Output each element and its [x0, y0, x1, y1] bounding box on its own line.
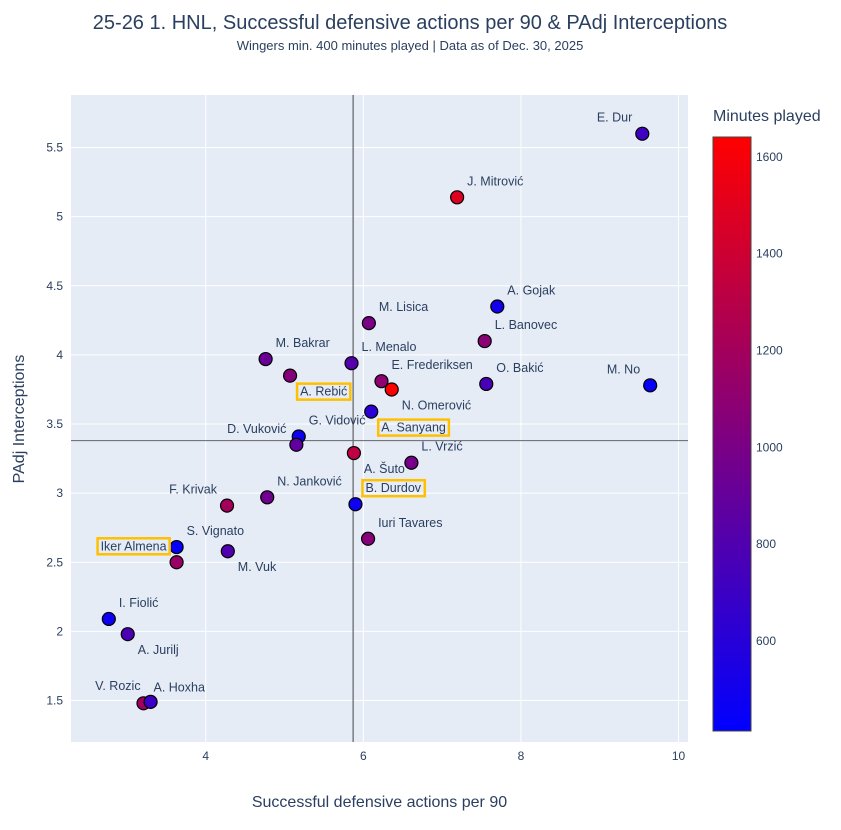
point-label: A. Gojak — [507, 284, 556, 298]
y-tick-label: 2.5 — [46, 555, 63, 569]
point-label: A. Šuto — [364, 461, 405, 476]
y-tick-label: 3.5 — [46, 417, 63, 431]
point-label: F. Krivak — [169, 483, 218, 497]
colorbar-tick-label: 1200 — [756, 343, 783, 357]
data-point — [490, 299, 505, 314]
data-point — [360, 531, 376, 546]
y-tick-label: 5 — [56, 210, 63, 224]
data-point — [169, 555, 184, 570]
point-label: A. Jurilj — [138, 643, 179, 657]
point-label: B. Durdov — [365, 481, 421, 495]
point-label: O. Bakić — [496, 361, 543, 375]
point-label: E. Frederiksen — [391, 358, 472, 372]
colorbar-title: Minutes played — [713, 108, 821, 125]
colorbar-tick-label: 1400 — [756, 247, 783, 261]
data-point — [101, 611, 116, 627]
y-tick-label: 3 — [56, 486, 63, 500]
point-label: I. Fiolić — [119, 596, 159, 610]
point-label: E. Dur — [597, 111, 632, 125]
data-point — [282, 368, 298, 383]
data-point — [450, 190, 465, 205]
point-label: L. Menalo — [362, 340, 417, 354]
colorbar-tick-label: 800 — [756, 537, 776, 551]
data-point — [220, 544, 235, 559]
point-label: D. Vuković — [227, 422, 286, 436]
x-axis-label: Successful defensive actions per 90 — [251, 794, 508, 811]
point-label: G. Vidović — [309, 413, 366, 427]
y-tick-label: 4 — [56, 348, 63, 362]
point-label: A. Rebić — [300, 385, 347, 399]
data-point — [143, 694, 158, 710]
data-point — [120, 627, 135, 642]
data-point — [384, 382, 399, 397]
point-label: J. Mitrović — [467, 174, 523, 188]
point-label: M. Vuk — [238, 560, 277, 574]
data-point — [364, 404, 379, 419]
colorbar-tick-label: 1000 — [756, 440, 783, 454]
data-point — [219, 498, 235, 513]
point-label: M. No — [607, 362, 640, 376]
point-label: M. Lisica — [379, 300, 428, 314]
point-label: S. Vignato — [187, 524, 245, 538]
y-tick-label: 1.5 — [46, 694, 63, 708]
chart-subtitle: Wingers min. 400 minutes played | Data a… — [236, 38, 584, 53]
point-label: N. Omerović — [402, 398, 471, 412]
data-point — [643, 378, 658, 393]
data-point — [635, 126, 650, 141]
point-label: L. Vrzić — [421, 440, 462, 454]
point-label: A. Sanyang — [381, 421, 446, 435]
point-label: Iuri Tavares — [378, 516, 442, 530]
data-point — [346, 445, 361, 461]
highlight-box — [96, 537, 171, 556]
x-tick-label: 6 — [360, 749, 367, 763]
point-label: M. Bakrar — [276, 336, 330, 350]
data-point — [258, 351, 273, 367]
data-point — [260, 490, 275, 505]
x-tick-label: 4 — [202, 749, 209, 763]
point-label: N. Janković — [277, 474, 342, 488]
data-point — [479, 376, 494, 392]
data-point — [361, 316, 376, 331]
y-tick-label: 4.5 — [46, 279, 63, 293]
point-label: Iker Almena — [101, 539, 167, 553]
highlight-box — [376, 418, 451, 437]
x-tick-label: 10 — [672, 749, 686, 763]
y-tick-label: 2 — [56, 624, 63, 638]
data-point — [344, 356, 359, 371]
x-tick-label: 8 — [518, 749, 525, 763]
data-point — [289, 437, 304, 452]
colorbar-tick-label: 600 — [756, 634, 776, 648]
data-point — [404, 455, 419, 470]
data-point — [169, 539, 184, 555]
data-point — [348, 497, 363, 512]
highlight-box — [361, 478, 427, 498]
point-label: A. Hoxha — [153, 680, 204, 694]
y-tick-label: 5.5 — [46, 141, 63, 155]
point-label: V. Rozic — [95, 679, 140, 693]
point-label: L. Banovec — [495, 318, 558, 332]
data-point — [477, 333, 492, 349]
colorbar-tick-label: 1600 — [756, 150, 783, 164]
chart-title: 25-26 1. HNL, Successful defensive actio… — [92, 12, 728, 34]
highlight-box — [295, 382, 352, 401]
colorbar — [712, 136, 752, 732]
data-point — [374, 374, 389, 389]
